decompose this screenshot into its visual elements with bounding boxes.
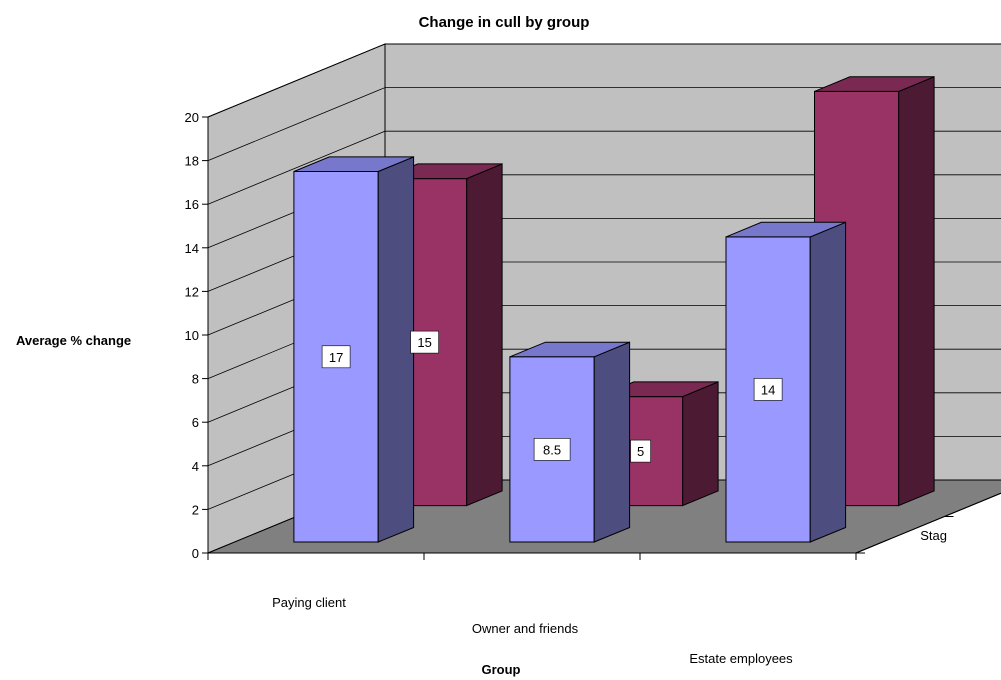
bar-side-face (593, 341, 631, 543)
data-label-text: 5 (637, 444, 644, 459)
y-tick-label: 2 (192, 502, 199, 517)
data-label-box (630, 439, 651, 463)
chart-title: Change in cull by group (419, 14, 590, 31)
category-labels: Paying client Owner and friends Estate emp… (272, 595, 793, 666)
data-label: 14 (753, 378, 783, 401)
data-label-box (410, 330, 439, 354)
bar-top-face (293, 156, 414, 172)
bar-side-face (809, 221, 847, 543)
data-label: 17 (321, 345, 351, 369)
y-tick-label: 16 (185, 197, 199, 212)
y-tick-label: 8 (192, 372, 199, 387)
category-label: Paying client (272, 595, 346, 610)
y-tick-label: 0 (192, 546, 199, 561)
bar-top-face (509, 341, 630, 358)
y-tick-label: 14 (185, 241, 199, 256)
data-label-text: 15 (417, 335, 431, 350)
series-depth-label: Stag (920, 528, 947, 543)
y-axis-ticks: 0 2 4 6 8 10 12 14 16 18 20 (185, 110, 208, 561)
data-label-text: 14 (761, 382, 775, 397)
bar-top-face (814, 76, 935, 92)
y-tick-label: 6 (192, 415, 199, 430)
y-tick-label: 20 (185, 110, 199, 125)
data-label-box (753, 378, 783, 401)
data-label: 15 (410, 330, 439, 354)
data-label: 5 (630, 439, 651, 463)
y-tick-label: 12 (185, 284, 199, 299)
data-labels: 5 15 14 8.5 17 (321, 330, 783, 463)
y-tick-label: 4 (192, 459, 199, 474)
data-label-box (533, 438, 571, 461)
gridline (207, 43, 1001, 118)
bar-side-face (898, 76, 935, 507)
y-tick-label: 18 (185, 154, 199, 169)
category-label: Estate employees (689, 651, 793, 666)
bar-top-face (725, 221, 846, 238)
x-axis-title: Group (482, 662, 521, 677)
category-label: Owner and friends (472, 621, 579, 636)
data-label: 8.5 (533, 438, 571, 461)
series-depth-labels: StagHind (920, 528, 947, 543)
gridline (207, 87, 1001, 161)
y-tick-label: 10 (185, 328, 199, 343)
bar-side-face (377, 156, 415, 543)
data-label-text: 8.5 (543, 442, 561, 457)
data-label-box (321, 345, 351, 369)
bar (725, 221, 847, 543)
bar-side-face (682, 381, 719, 507)
data-label-text: 17 (329, 350, 343, 365)
y-axis-title: Average % change (16, 333, 131, 348)
bar (293, 156, 415, 543)
bar-side-face (466, 163, 503, 507)
